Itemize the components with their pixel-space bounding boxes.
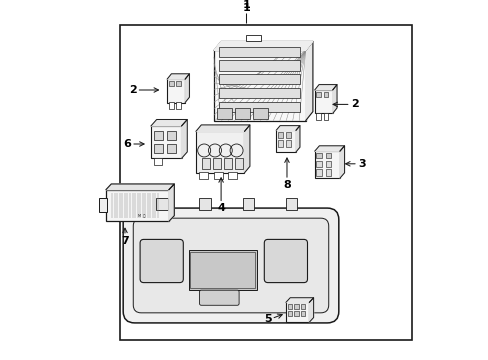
Bar bbox=[285, 132, 290, 138]
FancyBboxPatch shape bbox=[133, 218, 328, 313]
Bar bbox=[99, 198, 106, 212]
Polygon shape bbox=[332, 85, 336, 113]
Bar bbox=[176, 102, 181, 109]
Bar bbox=[219, 74, 300, 84]
Bar bbox=[314, 90, 332, 113]
Bar bbox=[188, 250, 257, 290]
Bar bbox=[167, 131, 176, 140]
Bar bbox=[224, 158, 231, 169]
Bar bbox=[285, 302, 309, 322]
Text: 8: 8 bbox=[283, 180, 290, 190]
Polygon shape bbox=[314, 85, 336, 90]
Bar bbox=[176, 81, 181, 86]
Bar bbox=[154, 131, 163, 140]
Bar bbox=[246, 35, 260, 41]
Polygon shape bbox=[309, 298, 313, 322]
Polygon shape bbox=[244, 125, 249, 173]
Bar bbox=[234, 158, 242, 169]
Polygon shape bbox=[213, 41, 312, 50]
Polygon shape bbox=[168, 184, 174, 221]
Bar bbox=[217, 108, 231, 119]
Bar bbox=[316, 169, 322, 176]
Bar bbox=[219, 102, 300, 112]
Text: 5: 5 bbox=[264, 314, 271, 324]
Bar bbox=[168, 81, 173, 86]
Bar bbox=[316, 153, 322, 158]
Bar bbox=[120, 25, 411, 340]
Bar bbox=[285, 198, 297, 210]
Bar bbox=[316, 161, 322, 167]
Bar bbox=[199, 172, 208, 179]
Bar bbox=[106, 190, 168, 221]
Bar bbox=[219, 60, 300, 71]
Bar bbox=[235, 108, 249, 119]
Polygon shape bbox=[314, 146, 344, 151]
Polygon shape bbox=[339, 146, 344, 178]
Text: 6: 6 bbox=[123, 139, 131, 149]
Polygon shape bbox=[185, 74, 189, 103]
Text: M  ⬛: M ⬛ bbox=[138, 213, 145, 217]
Polygon shape bbox=[151, 120, 187, 126]
Bar bbox=[325, 153, 330, 158]
FancyBboxPatch shape bbox=[140, 239, 183, 283]
Text: 3: 3 bbox=[357, 159, 365, 169]
Bar bbox=[294, 311, 298, 316]
Bar bbox=[151, 126, 181, 158]
Bar bbox=[276, 130, 295, 152]
Polygon shape bbox=[305, 41, 312, 121]
Text: 1: 1 bbox=[242, 0, 250, 10]
Polygon shape bbox=[167, 74, 189, 79]
Bar bbox=[213, 158, 221, 169]
FancyBboxPatch shape bbox=[199, 290, 239, 305]
Bar bbox=[156, 198, 167, 210]
Bar bbox=[167, 144, 176, 153]
Polygon shape bbox=[295, 126, 299, 152]
Text: 2: 2 bbox=[350, 99, 358, 109]
Bar bbox=[287, 311, 292, 316]
Bar bbox=[323, 92, 328, 97]
Bar bbox=[190, 252, 255, 288]
Bar bbox=[300, 304, 305, 309]
Bar bbox=[199, 198, 211, 210]
FancyBboxPatch shape bbox=[123, 208, 338, 323]
Polygon shape bbox=[181, 120, 187, 158]
Bar bbox=[213, 172, 223, 179]
Polygon shape bbox=[276, 126, 299, 130]
Bar bbox=[277, 140, 282, 147]
Bar bbox=[294, 304, 298, 309]
Bar bbox=[300, 311, 305, 316]
Text: 1: 1 bbox=[242, 3, 250, 13]
Bar bbox=[253, 108, 267, 119]
Polygon shape bbox=[106, 184, 174, 190]
FancyBboxPatch shape bbox=[264, 239, 307, 283]
Bar bbox=[325, 161, 330, 167]
Polygon shape bbox=[196, 125, 249, 131]
Bar bbox=[325, 169, 330, 176]
Bar bbox=[242, 198, 254, 210]
Bar bbox=[219, 88, 300, 98]
Bar bbox=[202, 158, 210, 169]
Bar bbox=[316, 113, 321, 120]
Text: 2: 2 bbox=[128, 85, 136, 95]
Bar bbox=[323, 113, 328, 120]
Bar bbox=[316, 92, 321, 97]
Bar bbox=[168, 102, 173, 109]
Bar bbox=[287, 304, 292, 309]
Bar bbox=[154, 144, 163, 153]
Bar bbox=[167, 79, 185, 103]
Bar bbox=[219, 47, 300, 57]
Bar bbox=[154, 158, 162, 165]
Bar bbox=[196, 131, 244, 173]
Bar bbox=[277, 132, 282, 138]
Text: 7: 7 bbox=[121, 236, 129, 246]
Bar bbox=[285, 140, 290, 147]
Text: 4: 4 bbox=[217, 203, 224, 213]
Bar bbox=[228, 172, 237, 179]
Bar bbox=[213, 50, 305, 121]
Bar bbox=[314, 151, 339, 178]
Polygon shape bbox=[285, 298, 313, 302]
